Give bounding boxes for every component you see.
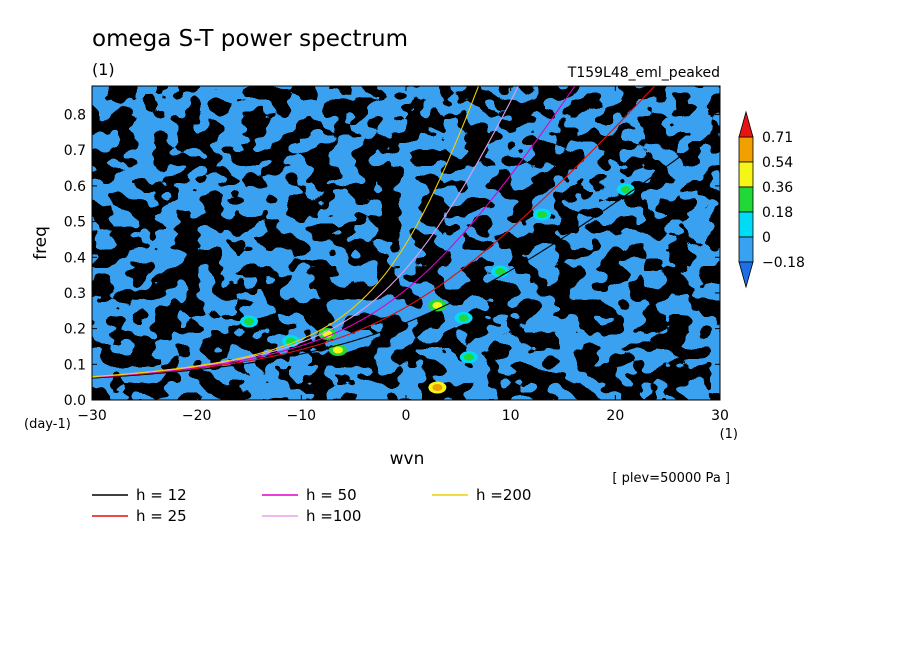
hotspot-core [537, 210, 548, 218]
legend-label: h =200 [476, 486, 531, 504]
colorbar-box [738, 186, 754, 213]
y-axis-label: freq [31, 226, 51, 260]
y-axis-unit: (day-1) [24, 417, 71, 432]
y-tick-label: 0.6 [64, 179, 86, 195]
y-tick-label: 0.5 [64, 215, 86, 231]
hotspot-core [244, 318, 254, 325]
y-tick-label: 0.7 [64, 143, 86, 159]
y-tick-label: 0.0 [64, 393, 86, 409]
legend-label: h = 25 [136, 507, 187, 525]
colorbar-label: 0.54 [762, 155, 793, 171]
colorbar-box [738, 211, 754, 238]
hotspot-core [495, 268, 506, 276]
dispersion-curve [92, 86, 576, 378]
colorbar-top-arrow [738, 110, 754, 138]
dispersion-curve [92, 86, 520, 378]
level-note: [ plev=50000 Pa ] [612, 471, 730, 486]
x-tick-label: 0 [402, 408, 411, 424]
hotspot-core [463, 353, 474, 361]
dispersion-curve [92, 126, 720, 379]
y-tick-label: 0.3 [64, 286, 86, 302]
colorbar-label: 0 [762, 230, 771, 246]
y-tick-label: 0.4 [64, 250, 86, 266]
x-axis-unit: (1) [720, 427, 738, 442]
colorbar-box [738, 236, 754, 263]
colorbar-label: 0.71 [762, 130, 793, 146]
x-tick-label: 30 [711, 408, 729, 424]
hotspot-core [620, 185, 631, 193]
plot-area [92, 86, 720, 400]
colorbar-box [738, 136, 754, 163]
hotspot-core [432, 301, 443, 309]
hotspot-core [432, 384, 443, 392]
colorbar-label: −0.18 [762, 255, 805, 271]
x-axis: −30 −20 −10 0 10 20 30 [77, 86, 729, 424]
y-tick-label: 0.8 [64, 108, 86, 124]
legend: h = 12 h = 25 h = 50 h =100 h =200 [92, 486, 531, 525]
dispersion-curve [92, 86, 656, 379]
hotspots [240, 183, 635, 394]
chart-title: omega S-T power spectrum [92, 26, 408, 52]
y-tick-label: 0.1 [64, 357, 86, 373]
x-tick-label: −20 [182, 408, 212, 424]
legend-label: h = 50 [306, 486, 357, 504]
y-axis: 0.0 0.1 0.2 0.3 0.4 0.5 0.6 0.7 0.8 [64, 108, 720, 409]
x-tick-label: −30 [77, 408, 107, 424]
x-tick-label: 20 [606, 408, 624, 424]
hotspot-core [332, 346, 343, 354]
colorbar-box [738, 161, 754, 188]
run-label: T159L48_eml_peaked [567, 65, 720, 81]
legend-label: h =100 [306, 507, 361, 525]
dispersion-curve [92, 86, 480, 378]
x-tick-label: −10 [287, 408, 317, 424]
colorbar-label: 0.36 [762, 180, 793, 196]
colorbar: 0.71 0.54 0.36 0.18 0 −0.18 [738, 110, 805, 289]
y-tick-label: 0.2 [64, 322, 86, 338]
colorbar-bottom-arrow [738, 261, 754, 289]
legend-label: h = 12 [136, 486, 187, 504]
dispersion-curves [92, 86, 720, 379]
colorbar-label: 0.18 [762, 205, 793, 221]
hotspot-core [458, 314, 469, 322]
x-axis-label: wvn [390, 449, 425, 469]
chart-units: (1) [92, 60, 115, 79]
x-tick-label: 10 [502, 408, 520, 424]
